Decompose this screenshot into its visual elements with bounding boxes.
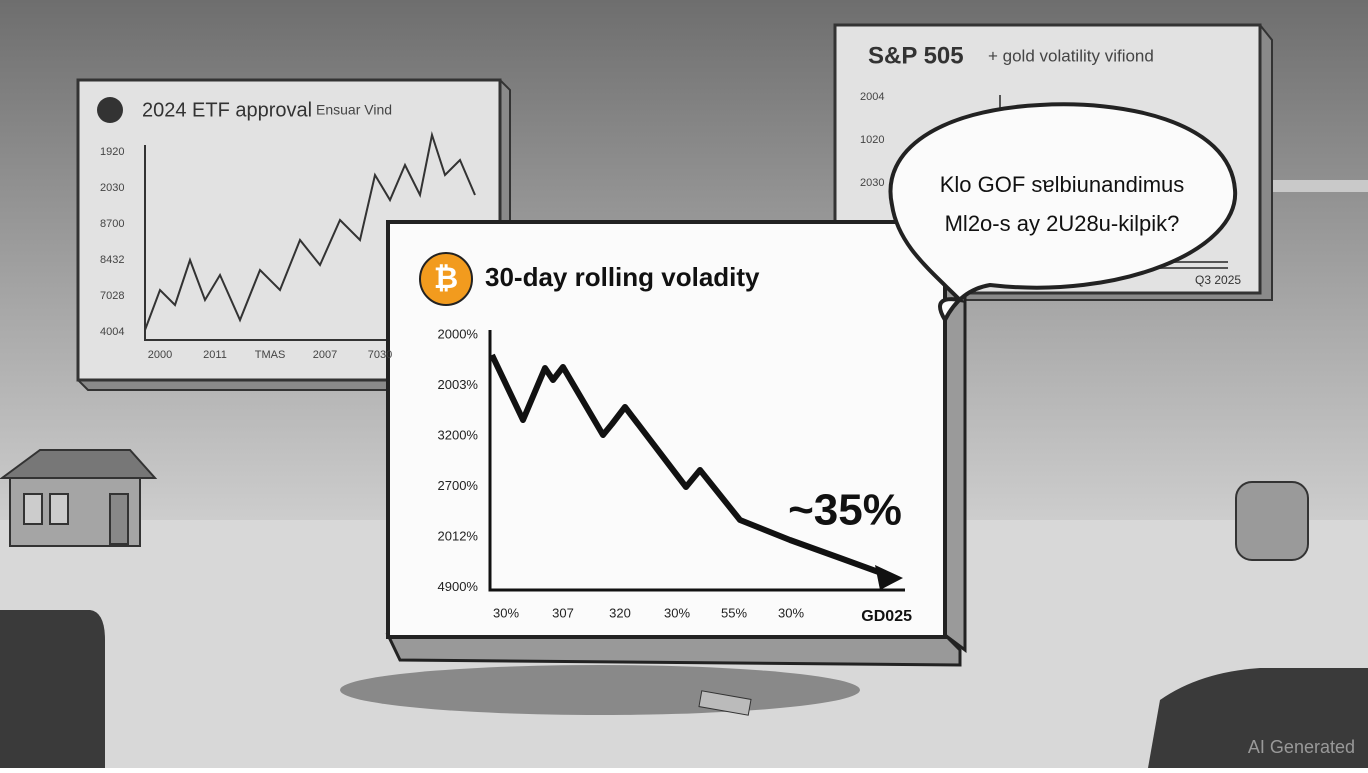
y-tick-label: 3200% (438, 427, 479, 442)
shadow (340, 665, 860, 715)
x-tick-label: 307 (552, 605, 574, 620)
main-panel: ₿ 30-day rolling voladity ~35% GD025 (385, 220, 967, 667)
axis-label: Q3 2025 (1195, 273, 1241, 287)
cloud (1260, 180, 1368, 192)
y-tick-label: 7028 (100, 290, 124, 302)
y-tick-label: 1920 (100, 146, 124, 158)
annotation: ~35% (788, 486, 902, 535)
panel-subtitle: + gold volatility vifiond (988, 46, 1154, 65)
y-tick-label: 8432 (100, 254, 124, 266)
y-tick-label: 2030 (100, 182, 124, 194)
x-tick-label: 320 (609, 605, 631, 620)
foreground-seat (1148, 668, 1368, 768)
panel-title: S&P 505 (868, 42, 964, 69)
x-tick-label: 2011 (203, 349, 227, 361)
y-tick-label: 2030 (860, 177, 884, 189)
y-tick-label: 8700 (100, 218, 124, 230)
bitcoin-icon: ₿ (434, 262, 458, 295)
panel-title: 30-day rolling voladity (485, 262, 760, 292)
bubble-line: Ml2o-s ay 2U28u-kilpik? (945, 211, 1180, 236)
foreground-seat (0, 610, 105, 768)
y-tick-label: 2003% (438, 377, 479, 392)
panel-title: 2024 ETF approval (142, 99, 312, 121)
y-tick-label: 4900% (438, 579, 479, 594)
x-tick-label: 30% (778, 605, 804, 620)
x-tick-label: 30% (664, 605, 690, 620)
x-tick-label: 30% (493, 605, 519, 620)
y-tick-label: 2012% (438, 528, 479, 543)
y-tick-label: 2000% (438, 326, 479, 341)
y-tick-label: 2700% (438, 478, 479, 493)
house (0, 449, 158, 547)
axis-label: GD025 (861, 608, 912, 625)
y-tick-label: 4004 (100, 326, 124, 338)
speech-bubble: Klo GOF sɐlbiunandimus Ml2o-s ay 2U28u-k… (888, 102, 1238, 325)
post (1235, 481, 1309, 561)
watermark: AI Generated (1248, 737, 1355, 757)
x-tick-label: TMAS (255, 349, 286, 361)
back-left-panel: 2024 ETF approval Ensuar Vind (76, 78, 511, 391)
x-tick-label: 55% (721, 605, 747, 620)
x-tick-label: 2000 (148, 349, 172, 361)
debris (698, 690, 752, 716)
y-tick-label: 1020 (860, 134, 884, 146)
y-tick-label: 2004 (860, 91, 884, 103)
panel-subtitle: Ensuar Vind (316, 102, 392, 118)
x-tick-label: 7030 (368, 349, 392, 361)
bubble-line: Klo GOF sɐlbiunandimus (940, 172, 1185, 197)
x-tick-label: 2007 (313, 349, 337, 361)
